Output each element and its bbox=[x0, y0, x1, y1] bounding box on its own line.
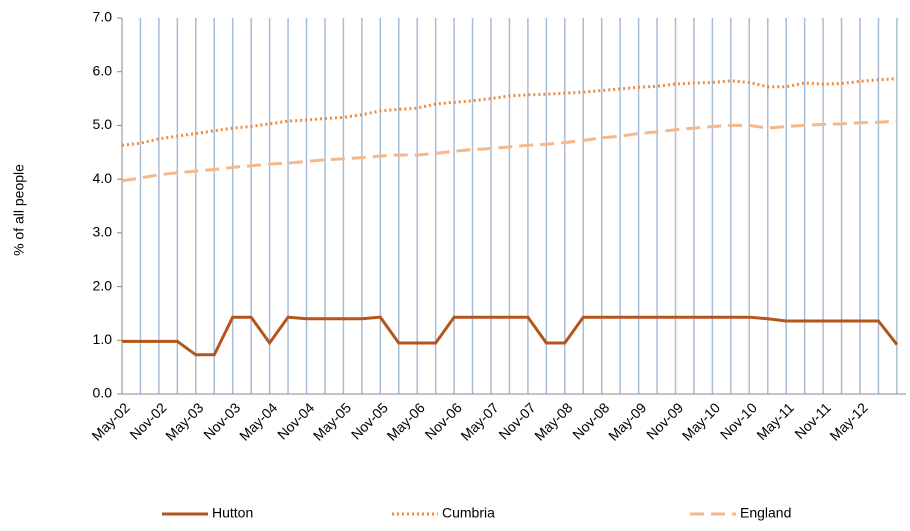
x-tick-label: May-07 bbox=[457, 399, 501, 443]
legend-label: Cumbria bbox=[442, 505, 495, 521]
x-tick-label: May-03 bbox=[162, 399, 206, 443]
x-tick-label: Nov-09 bbox=[643, 399, 686, 442]
y-tick-label: 6.0 bbox=[93, 62, 113, 78]
legend-label: England bbox=[740, 505, 791, 521]
x-tick-label: Nov-02 bbox=[126, 399, 169, 442]
y-tick-label: 4.0 bbox=[93, 170, 113, 186]
x-tick-label: May-12 bbox=[826, 399, 870, 443]
x-tick-label: May-04 bbox=[236, 399, 280, 443]
y-tick-label: 7.0 bbox=[93, 9, 113, 25]
x-tick-label: Nov-05 bbox=[348, 399, 391, 442]
series-line bbox=[122, 315, 899, 357]
x-tick-label: Nov-08 bbox=[569, 399, 612, 442]
x-tick-label: Nov-06 bbox=[422, 399, 465, 442]
series-line bbox=[121, 119, 897, 183]
y-tick-label: 3.0 bbox=[93, 224, 113, 240]
y-tick-label: 1.0 bbox=[93, 331, 113, 347]
x-tick-label: Nov-03 bbox=[200, 399, 243, 442]
x-tick-label: Nov-10 bbox=[717, 399, 760, 442]
x-tick-label: Nov-11 bbox=[791, 399, 834, 442]
x-tick-label: May-08 bbox=[531, 399, 575, 443]
y-tick-label: 0.0 bbox=[93, 385, 113, 401]
legend-label: Hutton bbox=[212, 505, 253, 521]
y-tick-label: 5.0 bbox=[93, 116, 113, 132]
x-tick-label: May-10 bbox=[679, 399, 723, 443]
x-tick-label: Nov-07 bbox=[495, 399, 538, 442]
series-line bbox=[121, 77, 897, 147]
x-tick-label: May-09 bbox=[605, 399, 649, 443]
y-tick-label: 2.0 bbox=[93, 277, 113, 293]
x-tick-label: Nov-04 bbox=[274, 399, 317, 442]
x-tick-label: May-06 bbox=[384, 399, 428, 443]
y-axis-label: % of all people bbox=[11, 164, 27, 256]
x-tick-label: May-11 bbox=[753, 399, 797, 443]
x-tick-label: May-02 bbox=[88, 399, 132, 443]
x-tick-label: May-05 bbox=[310, 399, 354, 443]
